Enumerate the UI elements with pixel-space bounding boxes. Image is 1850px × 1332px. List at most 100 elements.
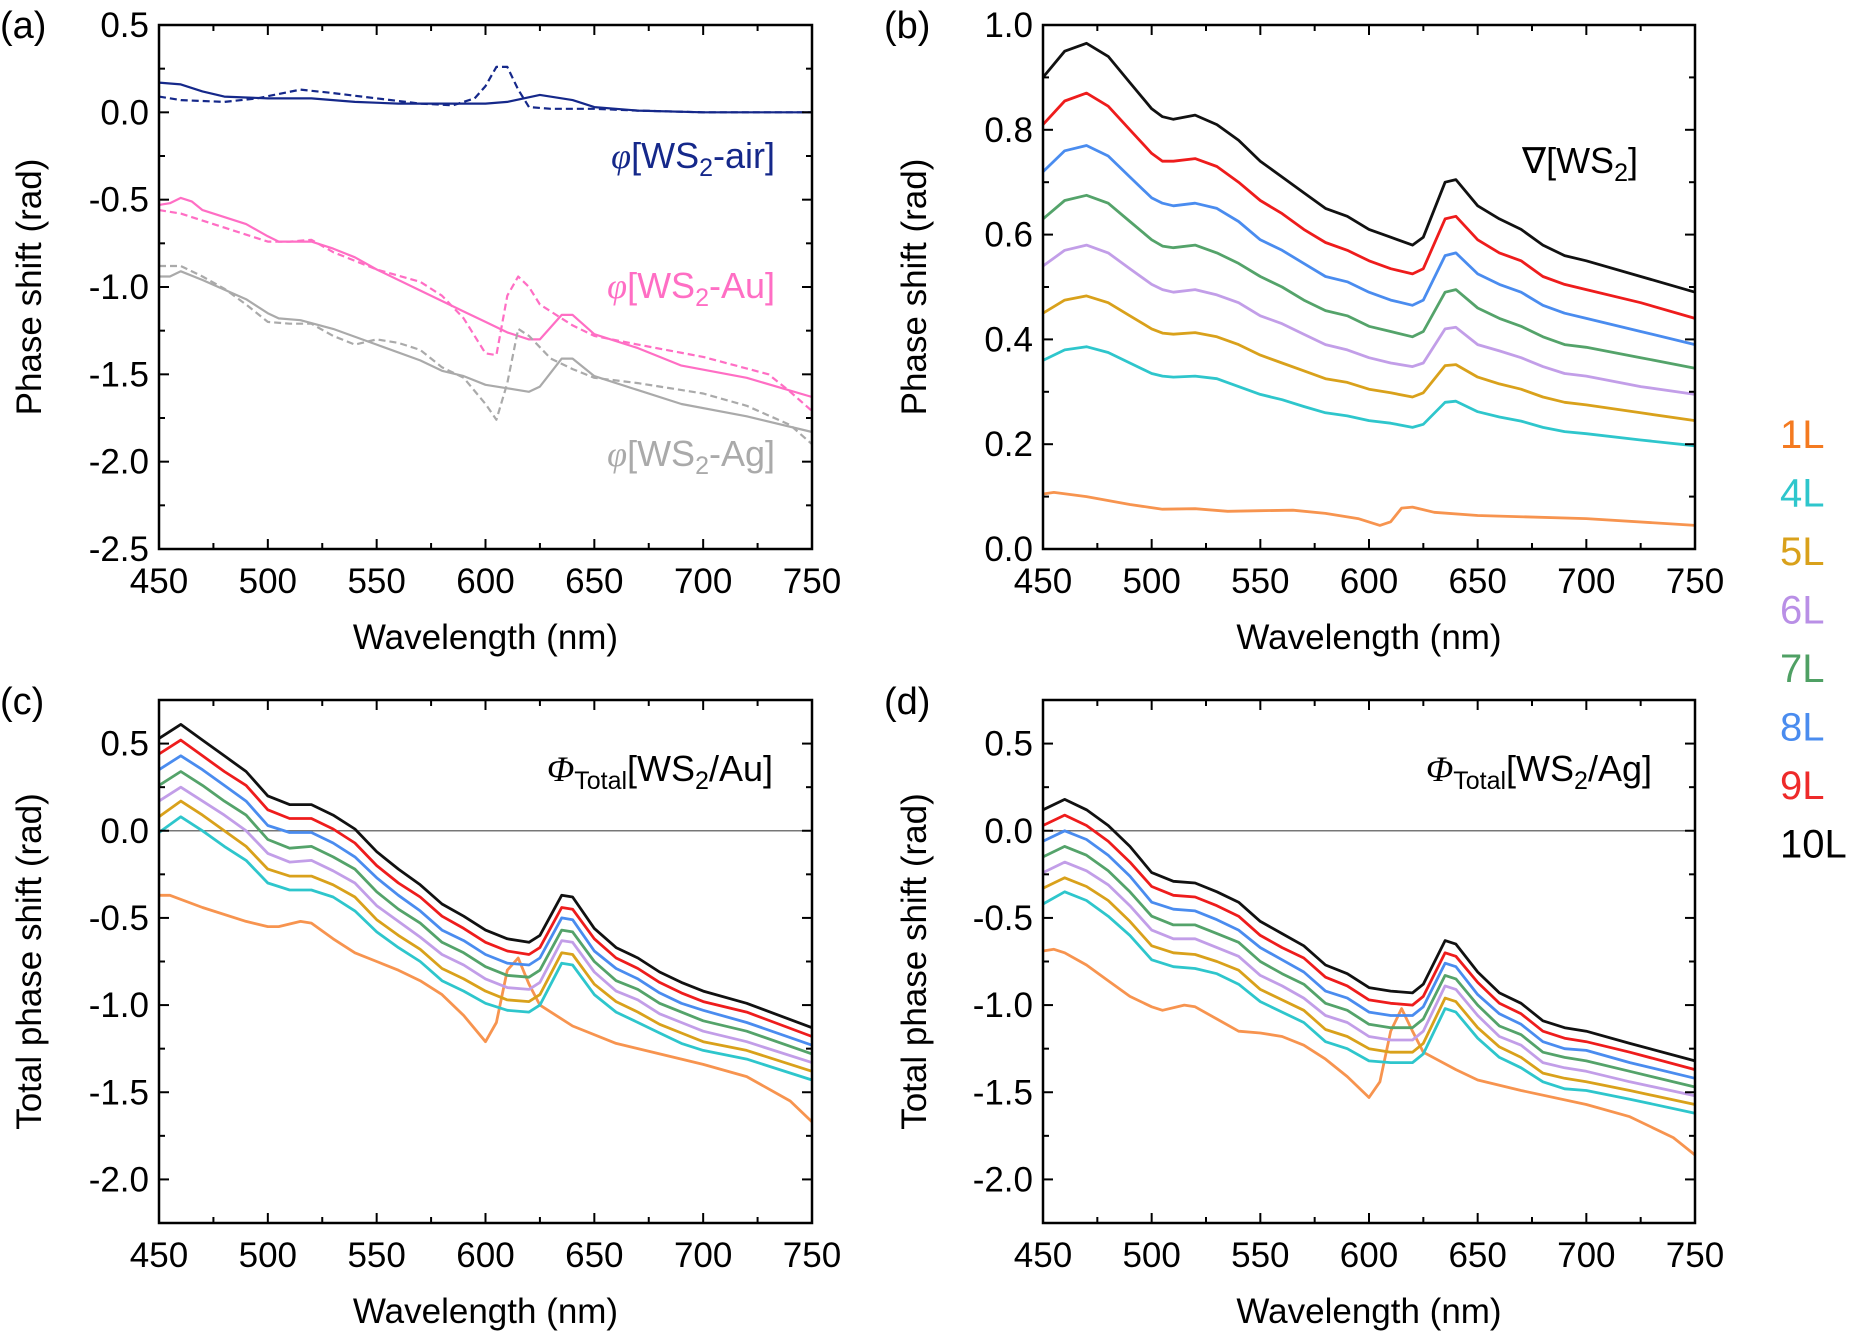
annotation-part: /Ag] (1588, 748, 1652, 789)
panel-label: (c) (0, 681, 44, 723)
x-tick-label: 600 (456, 1236, 514, 1275)
y-tick-label: -0.5 (89, 181, 149, 220)
x-tick-label: 750 (783, 562, 841, 601)
annotation-part: φ (607, 266, 627, 306)
x-tick-label: 450 (1014, 1236, 1072, 1275)
series-line-1L (1042, 491, 1696, 527)
x-tick-label: 750 (1666, 1236, 1724, 1275)
annotation-part: φ (607, 434, 627, 474)
series-annotation: φ[WS2-Ag] (607, 433, 775, 480)
y-tick-label: 0.2 (984, 425, 1033, 464)
x-axis-title: Wavelength (nm) (1236, 1292, 1501, 1331)
y-tick-label: 0.8 (984, 111, 1033, 150)
y-tick-label: -0.5 (89, 899, 149, 938)
series-line-4L (1042, 345, 1696, 448)
series-line (158, 81, 812, 114)
y-tick-label: -1.5 (89, 355, 149, 394)
x-tick-label: 450 (1014, 562, 1072, 601)
annotation-part: [WS (631, 135, 699, 176)
x-tick-label: 600 (1340, 562, 1398, 601)
panel-label: (b) (884, 5, 930, 47)
annotation-part: 2 (1574, 767, 1588, 795)
series-line-1L (1042, 947, 1696, 1157)
x-tick-label: 650 (565, 562, 623, 601)
x-axis-title: Wavelength (nm) (353, 618, 618, 657)
y-tick-label: -2.0 (89, 443, 149, 482)
x-tick-label: 500 (239, 562, 297, 601)
series-line-7L (1042, 845, 1696, 1089)
annotation-part: ] (1628, 140, 1638, 181)
annotation-part: -Ag] (709, 433, 775, 474)
x-tick-label: 550 (347, 562, 405, 601)
x-tick-label: 750 (1666, 562, 1724, 601)
series-line-4L (1042, 890, 1696, 1115)
x-tick-label: 700 (674, 562, 732, 601)
series-annotation: φ[WS2-air] (611, 135, 775, 182)
series-line-8L (158, 754, 813, 1047)
y-tick-label: -2.5 (89, 530, 149, 569)
legend-entry-5L: 5L (1780, 530, 1825, 574)
x-axis-title: Wavelength (nm) (353, 1292, 618, 1331)
y-axis-title: Phase shift (rad) (10, 159, 49, 416)
x-tick-label: 750 (783, 1236, 841, 1275)
plot-frame (1041, 23, 1697, 551)
series-line-5L (1042, 294, 1696, 422)
y-axis-title: Total phase shift (rad) (10, 793, 49, 1130)
y-tick-label: -1.0 (973, 986, 1033, 1025)
x-tick-label: 550 (1231, 1236, 1289, 1275)
y-tick-label: 0.4 (984, 320, 1033, 359)
y-tick-label: -1.5 (973, 1073, 1033, 1112)
series-annotation: φ[WS2-Au] (607, 265, 775, 312)
annotation-part: [WS (627, 748, 695, 789)
y-axis-title: Total phase shift (rad) (895, 793, 934, 1130)
x-axis-title: Wavelength (nm) (1236, 618, 1501, 657)
x-tick-label: 600 (1340, 1236, 1398, 1275)
annotation-part: [WS (627, 433, 695, 474)
x-tick-label: 500 (1122, 1236, 1180, 1275)
annotation-part: [WS (627, 265, 695, 306)
series-line-10L (1041, 41, 1696, 294)
series-line-5L (1042, 876, 1696, 1106)
series-line-9L (1041, 91, 1696, 320)
x-tick-label: 700 (674, 1236, 732, 1275)
series-line-8L (1042, 829, 1696, 1080)
annotation-part: 2 (699, 154, 713, 182)
x-tick-label: 700 (1557, 1236, 1615, 1275)
series-line-8L (1042, 144, 1696, 346)
y-axis-title: Phase shift (rad) (895, 159, 934, 416)
series-line-7L (158, 770, 813, 1056)
series-line-10L (158, 723, 813, 1030)
annotation-part: Total (574, 767, 627, 795)
y-tick-label: -2.0 (89, 1160, 149, 1199)
annotation-part: Total (1453, 767, 1506, 795)
legend-entry-10L: 10L (1780, 823, 1847, 867)
annotation-part: 2 (695, 767, 709, 795)
series-annotation: ∇[WS2] (1521, 140, 1638, 187)
series-line-1L (159, 893, 813, 1123)
legend-entry-6L: 6L (1780, 589, 1825, 633)
y-tick-label: 0.0 (100, 812, 149, 851)
annotation-part: ∇ (1521, 140, 1547, 181)
x-tick-label: 550 (347, 1236, 405, 1275)
y-tick-label: 0.5 (100, 6, 149, 45)
y-tick-label: -1.0 (89, 268, 149, 307)
legend-entry-8L: 8L (1780, 706, 1825, 750)
y-tick-label: -0.5 (973, 899, 1033, 938)
x-tick-label: 650 (1448, 562, 1506, 601)
chart-panel-b: (b) 450 500 550 600 650 700 750 0.0 0.2 0.4 0.6 0.8 1… (884, 5, 1724, 657)
y-tick-label: -2.0 (973, 1160, 1033, 1199)
annotation-part: Φ (1426, 749, 1453, 789)
legend-entry-1L: 1L (1780, 413, 1825, 457)
x-tick-label: 700 (1557, 562, 1615, 601)
x-tick-label: 500 (1122, 562, 1180, 601)
y-tick-label: -1.0 (89, 986, 149, 1025)
x-tick-label: 450 (130, 1236, 188, 1275)
series-line (158, 196, 813, 399)
series-line-6L (1042, 860, 1696, 1098)
series-line (158, 209, 813, 412)
y-tick-label: 0.5 (100, 725, 149, 764)
legend-entry-9L: 9L (1780, 764, 1825, 808)
x-tick-label: 450 (130, 562, 188, 601)
annotation-part: 2 (695, 452, 709, 480)
